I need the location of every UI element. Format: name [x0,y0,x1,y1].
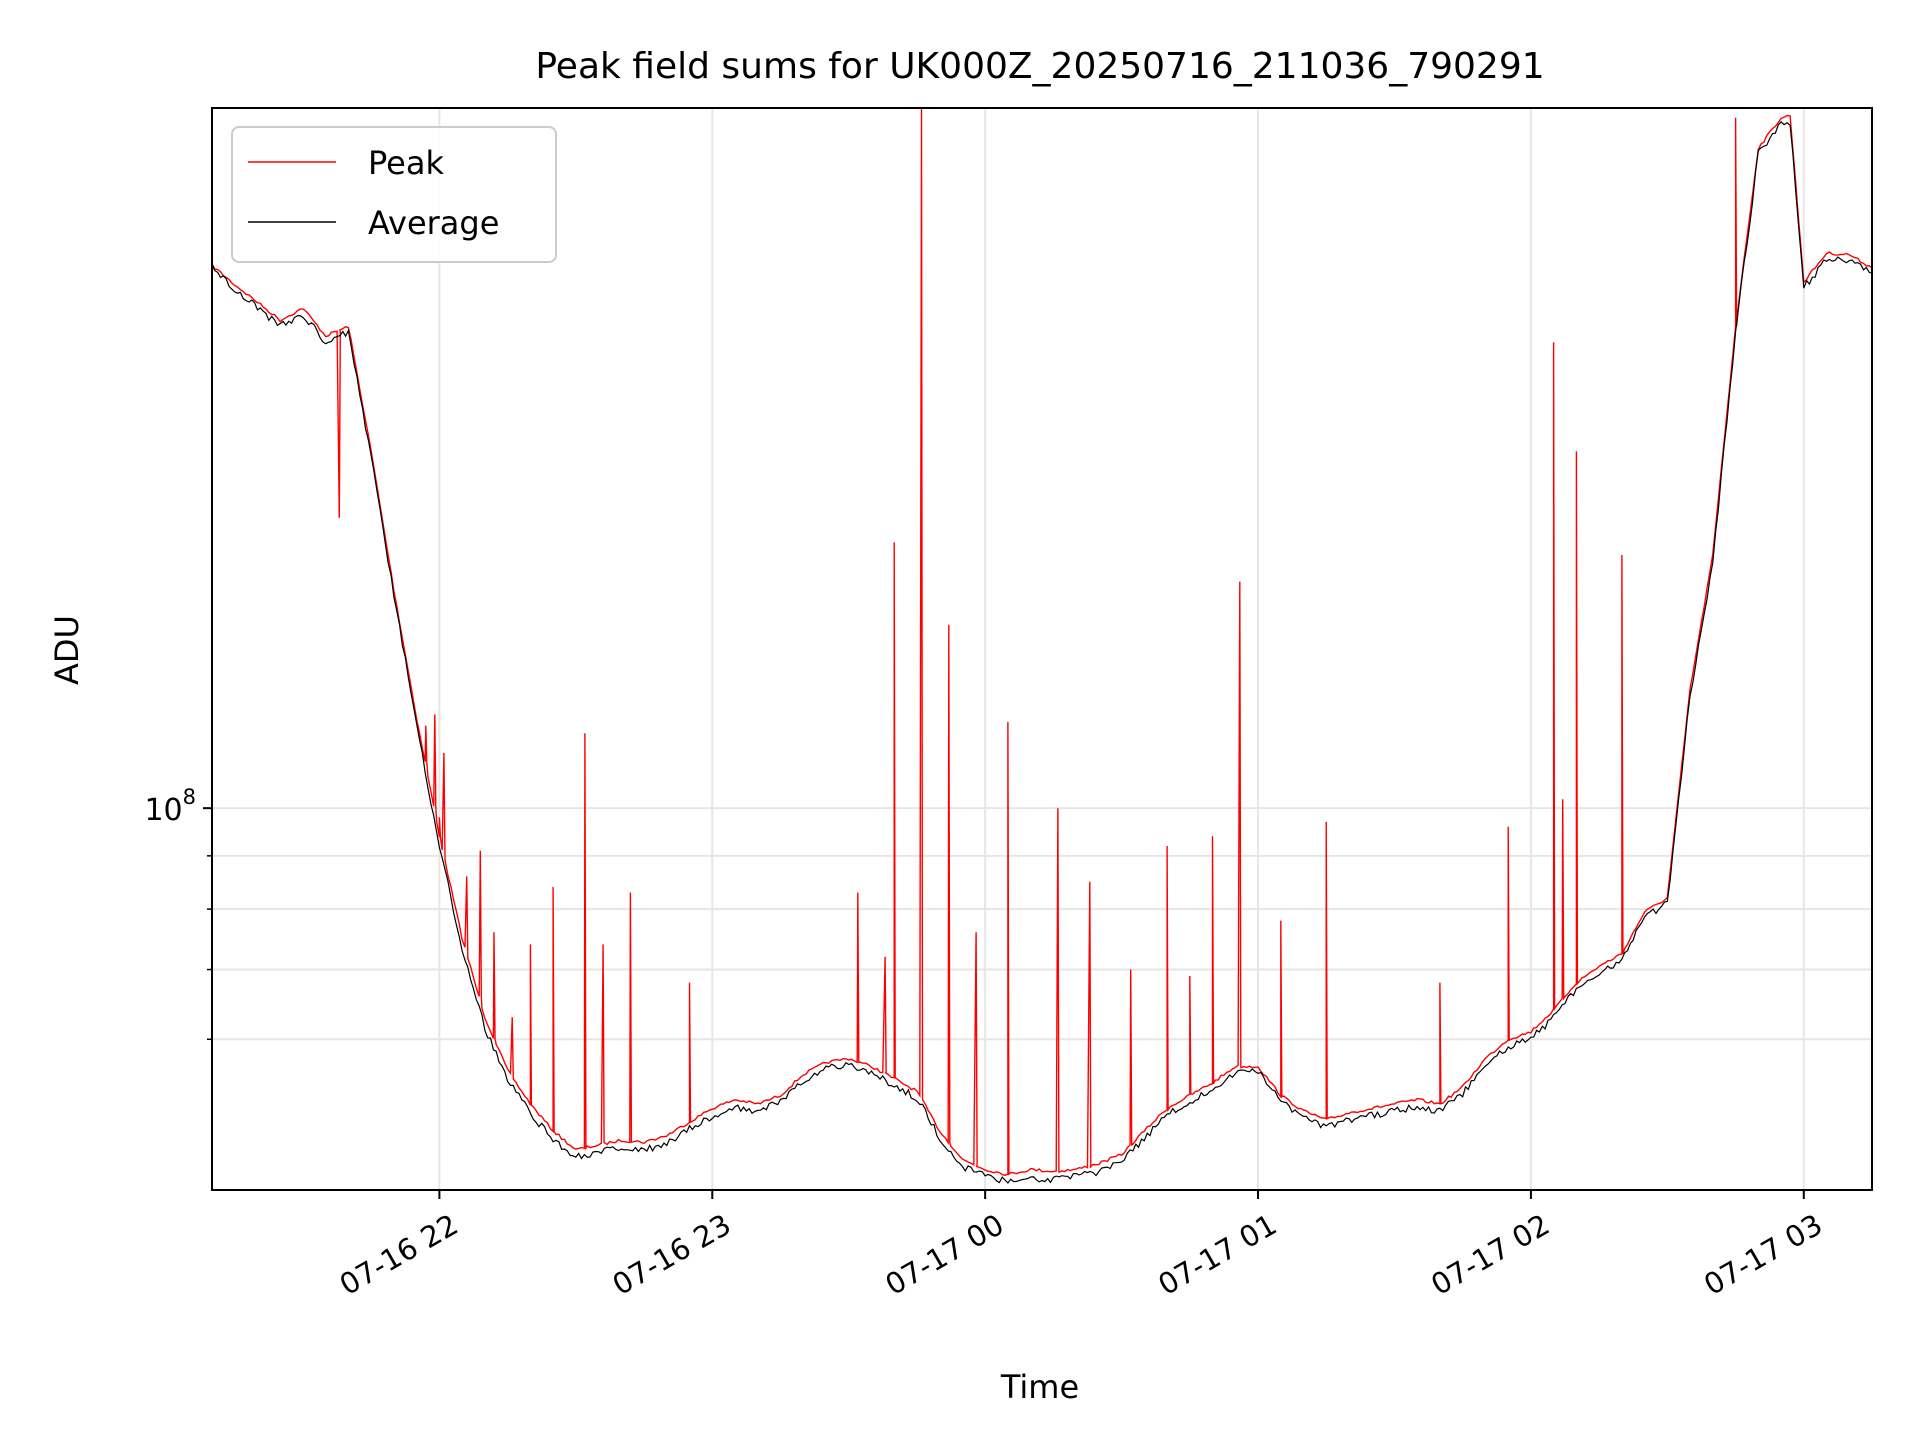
plot-frame [211,107,1873,1191]
legend-peak-label: Peak [368,144,444,182]
chart-title: Peak field sums for UK000Z_20250716_2110… [535,46,1544,87]
legend-average-label: Average [368,204,499,242]
series-layer [212,108,1872,1184]
average-series-line [212,121,1872,1184]
grid-lines [212,108,1872,1190]
legend-box [231,126,557,263]
y-axis-label: ADU [48,615,86,685]
peak-series-line [212,108,1872,1177]
legend: Peak Average [231,126,557,263]
x-axis-label: Time [1000,1368,1079,1406]
